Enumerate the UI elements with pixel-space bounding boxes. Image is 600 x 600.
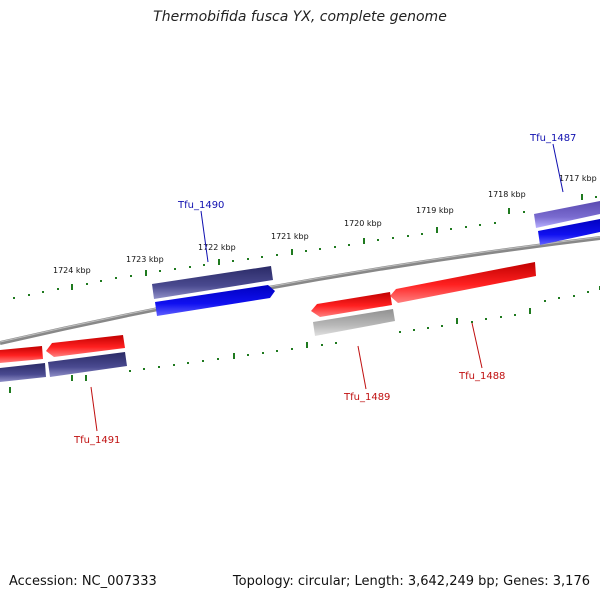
tfu1488-leader [471, 322, 483, 369]
gene-label-tfu1491[interactable]: Tfu_1491 [73, 435, 120, 446]
gene-tfu1488-feature[interactable] [390, 262, 536, 303]
genome-backbone [0, 236, 600, 345]
gene-label-tfu1490[interactable]: Tfu_1490 [177, 200, 224, 211]
scale-label-1720: 1720 kbp [344, 219, 382, 228]
scale-label-1718: 1718 kbp [488, 190, 526, 199]
scale-label-1723: 1723 kbp [126, 255, 164, 264]
tfu1491-leader [90, 386, 98, 432]
gene-label-tfu1487[interactable]: Tfu_1487 [529, 133, 576, 144]
genome-backbone-highlight [0, 236, 600, 343]
gene-label-tfu1489[interactable]: Tfu_1489 [343, 392, 390, 403]
tfu1487-leader [552, 143, 564, 193]
scale-label-1717: 1717 kbp [559, 174, 597, 183]
gene-tfu1489-feature[interactable] [311, 292, 395, 336]
tfu1490-leader [200, 210, 209, 263]
accession-text: Accession: NC_007333 [9, 574, 157, 589]
gene-tfu1490-feature[interactable] [152, 266, 275, 316]
scale-label-1722: 1722 kbp [198, 243, 236, 252]
scale-label-1721: 1721 kbp [271, 232, 309, 241]
gene-tfu1491-feature[interactable] [0, 335, 127, 382]
genome-summary-text: Topology: circular; Length: 3,642,249 bp… [232, 574, 590, 589]
scale-label-1719: 1719 kbp [416, 206, 454, 215]
scale-label-1724: 1724 kbp [53, 266, 91, 275]
lower-scale-ticks [9, 286, 600, 393]
gene-label-tfu1488[interactable]: Tfu_1488 [458, 371, 505, 382]
upper-scale-ticks [13, 194, 597, 299]
map-title: Thermobifida fusca YX, complete genome [153, 9, 447, 25]
tfu1489-leader [357, 345, 367, 390]
gene-tfu1487-feature[interactable] [534, 201, 600, 245]
